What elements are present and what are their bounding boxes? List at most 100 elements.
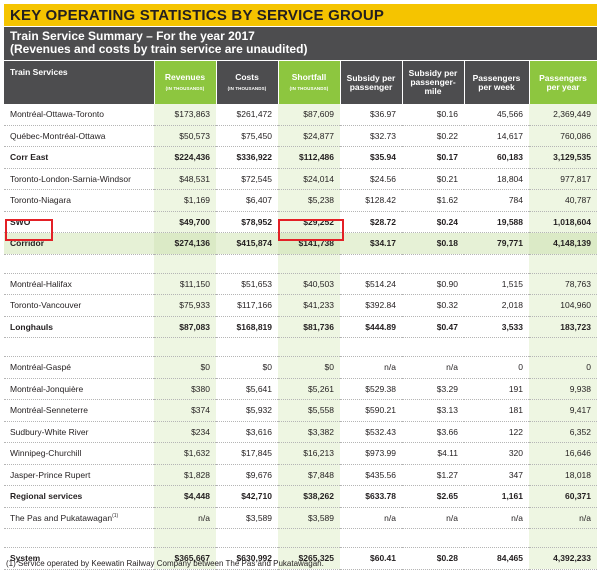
col-header-label: Revenues bbox=[164, 71, 206, 82]
service-name: Corr East bbox=[10, 152, 49, 163]
revenues-cell: $75,933 bbox=[154, 294, 216, 317]
per-week-cell: n/a bbox=[464, 507, 529, 529]
subsidy-passenger-cell: $529.38 bbox=[340, 378, 402, 400]
subsidy-mile-cell: $0.24 bbox=[402, 211, 464, 233]
revenues-cell: $173,863 bbox=[154, 104, 216, 126]
col-header-revenues: Revenues (IN THOUSANDS) bbox=[154, 61, 217, 104]
shortfall-cell: $29,252 bbox=[278, 211, 340, 233]
service-name: Longhauls bbox=[10, 321, 53, 332]
service-name: The Pas and Pukatawagan bbox=[10, 512, 113, 523]
table-row: Toronto-London-Sarnia-Windsor $48,531 $72,… bbox=[4, 168, 597, 190]
per-week-cell: 191 bbox=[464, 378, 529, 400]
revenues-cell: $374 bbox=[154, 399, 216, 422]
revenues-cell: $1,828 bbox=[154, 464, 216, 486]
per-week-cell: 122 bbox=[464, 421, 529, 443]
costs-cell: $336,922 bbox=[216, 146, 278, 169]
table-row: Jasper-Prince Rupert $1,828 $9,676 $7,848 $4… bbox=[4, 464, 597, 486]
spacer-cell bbox=[278, 528, 340, 548]
spacer-cell bbox=[216, 254, 278, 274]
subsidy-mile-cell: $1.27 bbox=[402, 464, 464, 486]
service-name: System bbox=[10, 553, 41, 564]
spacer-cell bbox=[402, 528, 464, 548]
spacer-cell bbox=[340, 337, 402, 357]
revenues-cell: $380 bbox=[154, 378, 216, 400]
service-name: Montréal-Ottawa-Toronto bbox=[10, 109, 105, 120]
subsidy-passenger-cell: $60.41 bbox=[340, 547, 402, 570]
shortfall-cell: $24,014 bbox=[278, 168, 340, 190]
shortfall-cell: $16,213 bbox=[278, 442, 340, 465]
shortfall-cell: $38,262 bbox=[278, 485, 340, 508]
service-name: Winnipeg-Churchill bbox=[10, 448, 82, 459]
subsidy-passenger-cell: $444.89 bbox=[340, 316, 402, 338]
shortfall-cell: $87,609 bbox=[278, 104, 340, 126]
per-year-cell: 4,392,233 bbox=[529, 547, 597, 570]
shortfall-cell: $24,877 bbox=[278, 125, 340, 147]
table-row: Toronto-Niagara $1,169 $6,407 $5,238 $128.42… bbox=[4, 189, 597, 212]
costs-cell: $5,932 bbox=[216, 399, 278, 422]
table-subtitle: Train Service Summary – For the year 201… bbox=[4, 27, 597, 60]
costs-cell: $261,472 bbox=[216, 104, 278, 126]
per-year-cell: 0 bbox=[529, 356, 597, 379]
costs-cell: $17,845 bbox=[216, 442, 278, 465]
service-name: Corridor bbox=[10, 238, 44, 249]
per-week-cell: 0 bbox=[464, 356, 529, 379]
service-name: Toronto-London-Sarnia-Windsor bbox=[10, 173, 131, 184]
col-header-unit: (IN THOUSANDS) bbox=[165, 85, 205, 91]
subsidy-passenger-cell: $514.24 bbox=[340, 273, 402, 295]
subsidy-mile-cell: n/a bbox=[402, 507, 464, 529]
revenues-cell: $11,150 bbox=[154, 273, 216, 295]
spacer-cell bbox=[4, 337, 154, 357]
revenues-cell: $48,531 bbox=[154, 168, 216, 190]
table-row: The Pas and Pukatawagan(1) n/a $3,589 $3,58… bbox=[4, 507, 597, 529]
shortfall-cell: $7,848 bbox=[278, 464, 340, 486]
spacer-row bbox=[4, 254, 597, 274]
revenues-cell: n/a bbox=[154, 507, 216, 529]
table-row: Sudbury-White River $234 $3,616 $3,382 $532.… bbox=[4, 421, 597, 443]
table-row: Winnipeg-Churchill $1,632 $17,845 $16,213 $9… bbox=[4, 442, 597, 465]
table-row: Regional services $4,448 $42,710 $38,262 $63… bbox=[4, 485, 597, 508]
per-year-cell: 1,018,604 bbox=[529, 211, 597, 233]
service-name-cell: Québec-Montréal-Ottawa bbox=[4, 125, 154, 147]
per-week-cell: 18,804 bbox=[464, 168, 529, 190]
col-header-subsidy-mile: Subsidy per passenger-mile bbox=[402, 61, 465, 104]
per-week-cell: 19,588 bbox=[464, 211, 529, 233]
service-name-cell: The Pas and Pukatawagan(1) bbox=[4, 507, 154, 529]
footnote: (1) Service operated by Keewatin Railway… bbox=[6, 559, 324, 568]
subsidy-mile-cell: $0.18 bbox=[402, 232, 464, 255]
subsidy-mile-cell: n/a bbox=[402, 356, 464, 379]
spacer-cell bbox=[154, 337, 216, 357]
per-year-cell: 9,938 bbox=[529, 378, 597, 400]
shortfall-cell: $112,486 bbox=[278, 146, 340, 169]
col-header-shortfall: Shortfall (IN THOUSANDS) bbox=[278, 61, 341, 104]
subsidy-mile-cell: $3.29 bbox=[402, 378, 464, 400]
per-year-cell: n/a bbox=[529, 507, 597, 529]
footnote-marker: (1) bbox=[112, 512, 119, 519]
subsidy-passenger-cell: n/a bbox=[340, 507, 402, 529]
per-week-cell: 79,771 bbox=[464, 232, 529, 255]
per-year-cell: 18,018 bbox=[529, 464, 597, 486]
per-year-cell: 4,148,139 bbox=[529, 232, 597, 255]
subsidy-passenger-cell: n/a bbox=[340, 356, 402, 379]
revenues-cell: $50,573 bbox=[154, 125, 216, 147]
per-week-cell: 1,161 bbox=[464, 485, 529, 508]
spacer-cell bbox=[278, 254, 340, 274]
per-year-cell: 40,787 bbox=[529, 189, 597, 212]
subsidy-passenger-cell: $28.72 bbox=[340, 211, 402, 233]
subsidy-passenger-cell: $36.97 bbox=[340, 104, 402, 126]
col-header-per-year: Passengers per year bbox=[529, 61, 598, 104]
subsidy-mile-cell: $0.32 bbox=[402, 294, 464, 317]
table-row: Québec-Montréal-Ottawa $50,573 $75,450 $24,… bbox=[4, 125, 597, 147]
costs-cell: $78,952 bbox=[216, 211, 278, 233]
table-row: Longhauls $87,083 $168,819 $81,736 $444.89 $0… bbox=[4, 316, 597, 338]
subtitle-line-1: Train Service Summary – For the year 201… bbox=[10, 29, 255, 43]
per-week-cell: 181 bbox=[464, 399, 529, 422]
per-year-cell: 3,129,535 bbox=[529, 146, 597, 169]
subsidy-mile-cell: $0.21 bbox=[402, 168, 464, 190]
per-week-cell: 2,018 bbox=[464, 294, 529, 317]
corridor-highlight-box bbox=[5, 219, 53, 241]
costs-cell: $3,616 bbox=[216, 421, 278, 443]
per-week-cell: 84,465 bbox=[464, 547, 529, 570]
table-body: Montréal-Ottawa-Toronto $173,863 $261,472 $… bbox=[4, 104, 597, 570]
table-row: Montréal-Senneterre $374 $5,932 $5,558 $590.… bbox=[4, 399, 597, 422]
spacer-cell bbox=[464, 254, 529, 274]
